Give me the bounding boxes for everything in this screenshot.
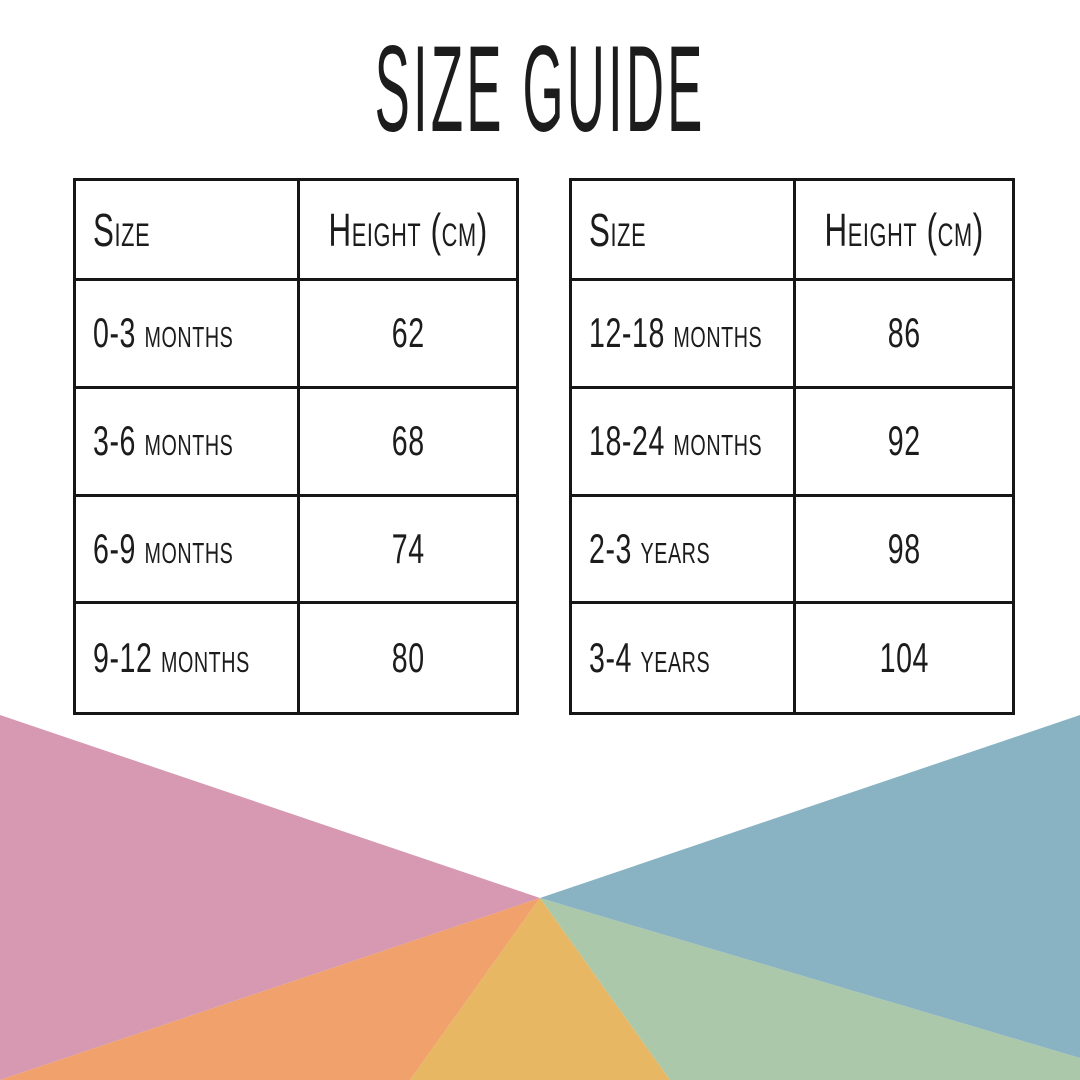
header-height: Height (cm)	[796, 181, 1012, 281]
header-height: Height (cm)	[300, 181, 516, 281]
page-title: SIZE GUIDE	[0, 20, 1080, 158]
fan-triangle-yellow-icon	[410, 898, 670, 1080]
table-row-size: 6-9 months	[76, 496, 300, 605]
fan-triangle-green-icon	[540, 898, 1080, 1080]
table-row-size: 2-3 years	[572, 496, 796, 605]
fan-triangle-pink-icon	[0, 715, 540, 1080]
table-row-height: 104	[879, 634, 929, 682]
table-row-size: 12-18 months	[572, 281, 796, 389]
header-size: Size	[76, 181, 300, 281]
table-row-height: 92	[796, 389, 1012, 497]
table-row-height: 68	[300, 389, 516, 497]
table-row-height: 80	[391, 634, 425, 682]
size-table-toddler: Size Height (cm) 12-18 months 86 18-24 m…	[569, 178, 1015, 715]
table-row-height: 98	[796, 497, 1012, 605]
table-row-height: 86	[796, 281, 1012, 389]
table-row-height: 74	[300, 497, 516, 605]
table-row-size: 3-6 months	[76, 388, 300, 497]
header-size: Size	[572, 181, 796, 281]
table-row-size: 0-3 months	[76, 281, 300, 389]
fan-triangle-blue-icon	[540, 715, 1080, 1058]
page-title-text: SIZE GUIDE	[374, 20, 706, 158]
table-row-height: 62	[300, 281, 516, 389]
fan-triangle-orange-icon	[0, 898, 540, 1080]
table-row-size: 18-24 months	[572, 388, 796, 497]
table-row-size: 3-4 years	[572, 604, 796, 712]
size-table-baby: Size Height (cm) 0-3 months 62 3-6 month…	[73, 178, 519, 715]
table-row-size: 9-12 months	[76, 604, 300, 712]
